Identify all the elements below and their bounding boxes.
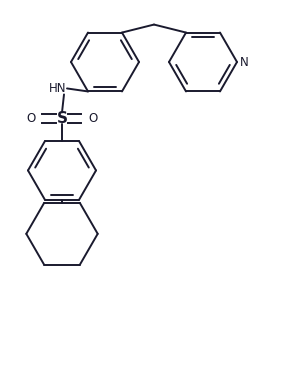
Text: N: N [240, 57, 248, 69]
Text: O: O [89, 112, 98, 125]
Text: O: O [26, 112, 35, 125]
Text: HN: HN [49, 82, 66, 95]
Text: S: S [57, 111, 68, 126]
